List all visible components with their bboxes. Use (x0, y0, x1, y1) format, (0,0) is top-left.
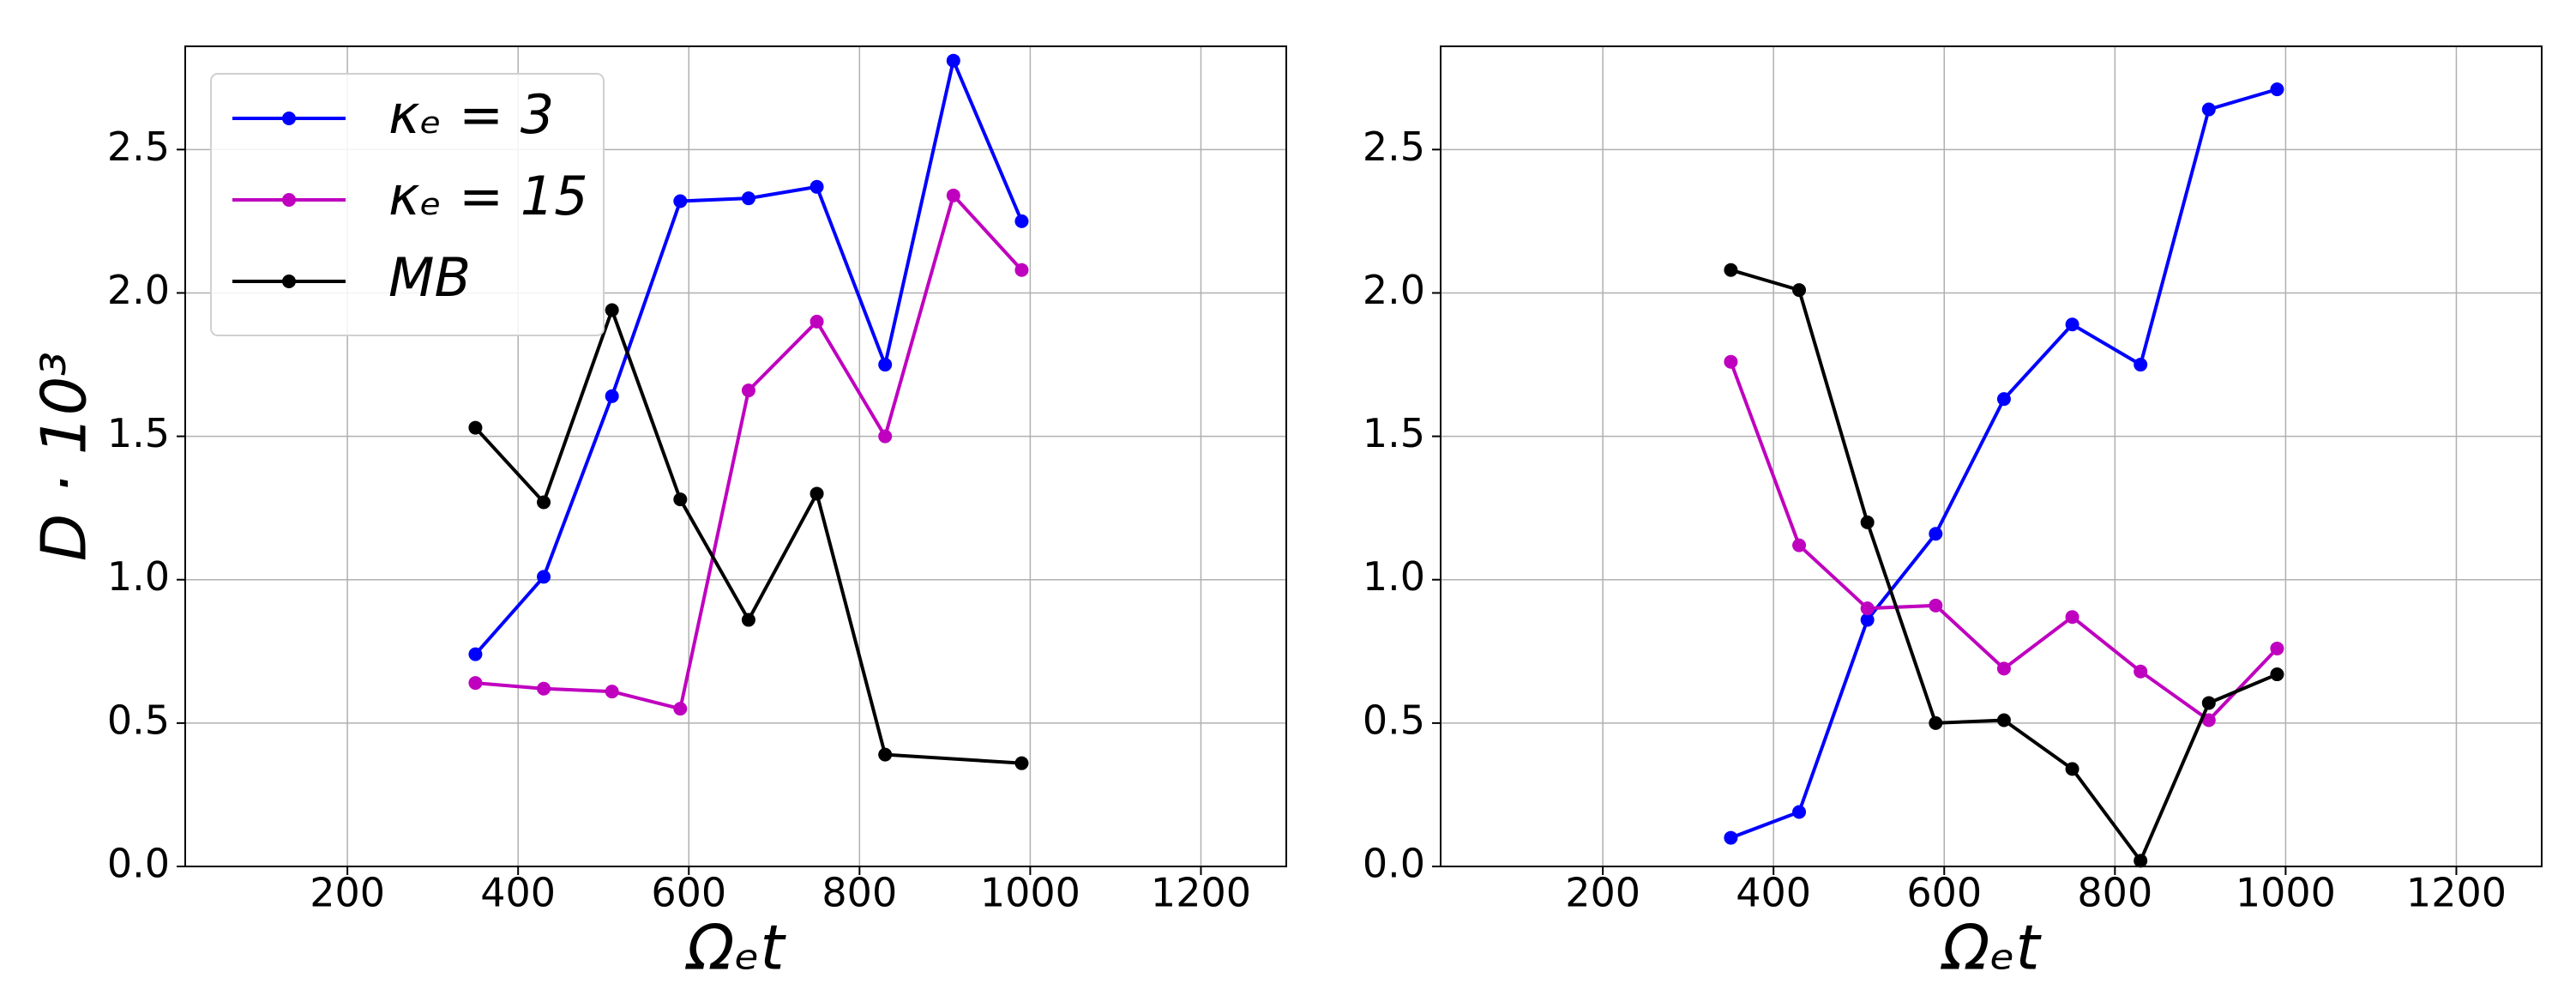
series-line (473, 305, 1022, 765)
data-point (1929, 527, 1943, 541)
data-point (1792, 805, 1807, 819)
plot-frame (184, 45, 1287, 867)
x-axis-label: Ωₑt (1940, 912, 2042, 984)
data-point (537, 681, 551, 696)
data-point (2201, 713, 2216, 727)
y-tick-label: 1.5 (1363, 410, 1425, 456)
legend-box (210, 73, 605, 336)
data-point (878, 429, 893, 444)
legend-label: κₑ = 3 (388, 83, 554, 146)
data-point (1724, 354, 1738, 369)
data-point (2065, 610, 2079, 625)
legend-label: κₑ = 15 (388, 165, 588, 227)
y-tick-label: 0.0 (1363, 841, 1425, 887)
data-point (741, 613, 755, 627)
x-tick-label: 200 (1565, 870, 1640, 916)
data-point (741, 191, 755, 206)
data-point (605, 389, 619, 403)
data-point (878, 358, 893, 372)
y-tick-label: 2.5 (107, 124, 170, 170)
data-point (2270, 667, 2284, 682)
x-tick-label: 1200 (2406, 870, 2507, 916)
data-point (673, 194, 688, 208)
data-point (537, 495, 551, 510)
data-point (2134, 664, 2148, 679)
plot-frame (1440, 45, 2543, 867)
x-tick-label: 800 (2077, 870, 2152, 916)
x-tick-label: 1000 (2236, 870, 2336, 916)
y-tick-label: 2.0 (107, 267, 170, 313)
y-tick-label: 1.0 (107, 553, 170, 600)
data-point (2065, 317, 2079, 332)
data-point (810, 486, 824, 501)
legend-label: MB (388, 246, 471, 309)
data-point (1996, 392, 2011, 407)
data-point (2201, 696, 2216, 710)
x-axis-label: Ωₑt (684, 912, 786, 984)
data-point (2065, 762, 2079, 776)
legend-marker (282, 275, 296, 288)
data-point (946, 188, 960, 202)
x-tick-label: 600 (1906, 870, 1982, 916)
data-point (673, 492, 688, 507)
data-point (605, 303, 619, 317)
x-tick-label: 600 (651, 870, 726, 916)
data-point (468, 420, 483, 435)
data-point (1860, 613, 1875, 627)
data-point (810, 314, 824, 329)
data-point (1792, 538, 1807, 552)
data-point (1929, 715, 1943, 730)
data-point (2270, 641, 2284, 655)
data-point (537, 570, 551, 584)
y-tick-label: 0.5 (107, 697, 170, 743)
y-tick-label: 0.5 (1363, 697, 1425, 743)
x-tick-label: 1000 (980, 870, 1080, 916)
data-point (1014, 263, 1029, 277)
data-point (1996, 661, 2011, 676)
x-tick-label: 200 (310, 870, 385, 916)
legend: κₑ = 3 κₑ = 15 MB (210, 73, 605, 336)
data-point (1724, 263, 1738, 277)
data-point (1724, 830, 1738, 845)
data-point (741, 383, 755, 398)
data-point (1014, 214, 1029, 228)
y-tick-label: 0.0 (107, 841, 170, 887)
data-point (468, 647, 483, 661)
legend-marker (282, 193, 296, 207)
x-tick-label: 800 (822, 870, 897, 916)
data-point (1929, 598, 1943, 613)
data-point (1860, 601, 1875, 616)
y-tick-label: 1.0 (1363, 553, 1425, 600)
y-tick-label: 1.5 (107, 410, 170, 456)
data-point (468, 676, 483, 691)
plot: 200 400 600 800 1000 1200 0.0 0.5 1.0 1.5 2.0 2.5 Ωₑ… (28, 45, 1287, 984)
data-point (1996, 713, 2011, 727)
data-point (2201, 102, 2216, 117)
data-point (946, 53, 960, 68)
data-point (673, 702, 688, 716)
y-tick-label: 2.5 (1363, 124, 1425, 170)
x-tick-label: 400 (1736, 870, 1811, 916)
data-point (2134, 358, 2148, 372)
data-point (810, 179, 824, 194)
y-tick-label: 2.0 (1363, 267, 1425, 313)
x-tick-label: 400 (480, 870, 556, 916)
data-point (1014, 756, 1029, 770)
x-tick-label: 1200 (1151, 870, 1251, 916)
data-point (1860, 515, 1875, 529)
data-point (878, 747, 893, 762)
legend-marker (282, 112, 296, 125)
data-point (605, 685, 619, 699)
plot: 200 400 600 800 1000 1200 0.0 0.5 1.0 1.5 2.0 2.5 Ωₑ… (1363, 45, 2543, 984)
data-point (1792, 283, 1807, 298)
data-point (2270, 82, 2284, 97)
y-axis-label: D · 10³ (28, 352, 100, 562)
data-point (2134, 854, 2148, 868)
